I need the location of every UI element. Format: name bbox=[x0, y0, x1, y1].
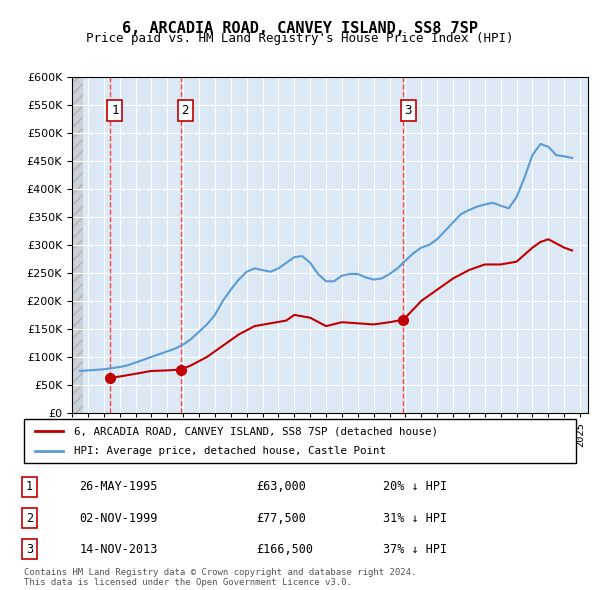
Text: 02-NOV-1999: 02-NOV-1999 bbox=[79, 512, 158, 525]
Text: 6, ARCADIA ROAD, CANVEY ISLAND, SS8 7SP: 6, ARCADIA ROAD, CANVEY ISLAND, SS8 7SP bbox=[122, 21, 478, 35]
Text: 3: 3 bbox=[404, 104, 412, 117]
Text: 3: 3 bbox=[26, 543, 33, 556]
Bar bbox=[72, 77, 83, 413]
Text: £63,000: £63,000 bbox=[256, 480, 306, 493]
Text: 14-NOV-2013: 14-NOV-2013 bbox=[79, 543, 158, 556]
Text: £166,500: £166,500 bbox=[256, 543, 313, 556]
Text: 1: 1 bbox=[111, 104, 119, 117]
Text: HPI: Average price, detached house, Castle Point: HPI: Average price, detached house, Cast… bbox=[74, 446, 386, 455]
Text: 2: 2 bbox=[26, 512, 33, 525]
Text: £77,500: £77,500 bbox=[256, 512, 306, 525]
Text: 6, ARCADIA ROAD, CANVEY ISLAND, SS8 7SP (detached house): 6, ARCADIA ROAD, CANVEY ISLAND, SS8 7SP … bbox=[74, 427, 437, 436]
Text: 31% ↓ HPI: 31% ↓ HPI bbox=[383, 512, 447, 525]
FancyBboxPatch shape bbox=[24, 419, 576, 463]
Text: Contains HM Land Registry data © Crown copyright and database right 2024.: Contains HM Land Registry data © Crown c… bbox=[24, 568, 416, 576]
Text: 2: 2 bbox=[182, 104, 189, 117]
Text: 37% ↓ HPI: 37% ↓ HPI bbox=[383, 543, 447, 556]
Text: Price paid vs. HM Land Registry's House Price Index (HPI): Price paid vs. HM Land Registry's House … bbox=[86, 32, 514, 45]
Text: 1: 1 bbox=[26, 480, 33, 493]
Text: This data is licensed under the Open Government Licence v3.0.: This data is licensed under the Open Gov… bbox=[24, 578, 352, 587]
Text: 26-MAY-1995: 26-MAY-1995 bbox=[79, 480, 158, 493]
Text: 20% ↓ HPI: 20% ↓ HPI bbox=[383, 480, 447, 493]
